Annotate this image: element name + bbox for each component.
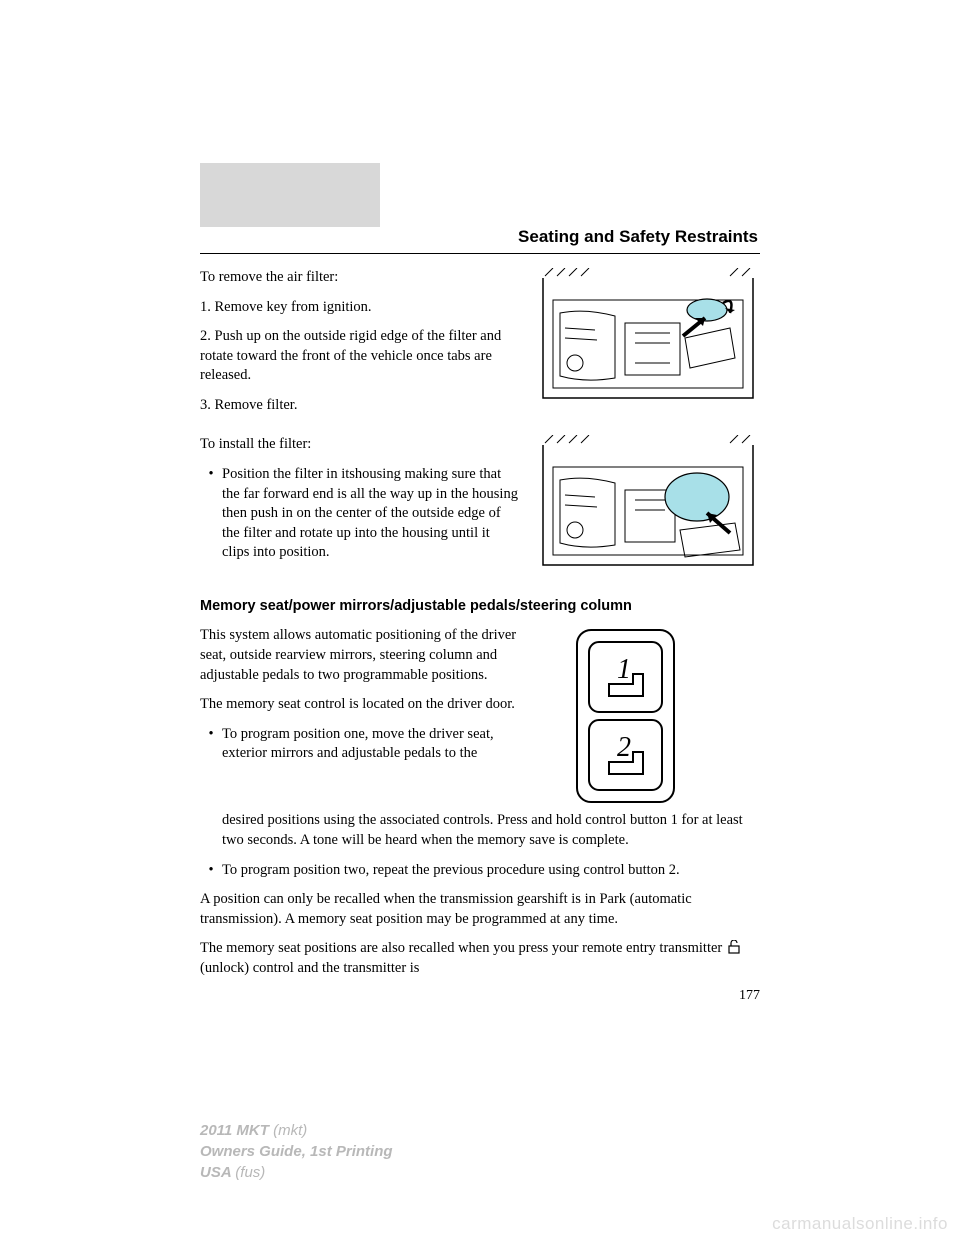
memory-heading: Memory seat/power mirrors/adjustable ped…	[200, 598, 760, 614]
memory-bullet2: • To program position two, repeat the pr…	[200, 861, 760, 881]
airfilter-install-bullet-text: Position the filter in itshousing making…	[222, 465, 519, 563]
memory-p3: A position can only be recalled when the…	[200, 890, 760, 929]
page-number: 177	[200, 988, 760, 1004]
footer-model: 2011 MKT	[200, 1122, 269, 1139]
memory-bullet1-cont: desired positions using the associated c…	[200, 811, 760, 850]
bullet-icon: •	[200, 465, 222, 563]
footer-guide: Owners Guide, 1st Printing	[200, 1141, 393, 1162]
engine-illustration-install	[535, 435, 760, 575]
airfilter-remove-block: To remove the air filter: 1. Remove key …	[200, 268, 760, 425]
footer-model-code: (mkt)	[273, 1122, 307, 1139]
memory-p4b: (unlock) control and the transmitter is	[200, 960, 419, 976]
footer-region-code: (fus)	[235, 1164, 265, 1181]
bullet-icon: •	[200, 861, 222, 881]
memory-button-1-label: 1	[617, 654, 631, 685]
memory-p4a: The memory seat positions are also recal…	[200, 940, 722, 956]
memory-control-illustration: 1 2	[573, 626, 678, 806]
header-rule	[200, 253, 760, 254]
memory-p2: The memory seat control is located on th…	[200, 695, 519, 715]
page-content: Seating and Safety Restraints To remove …	[200, 155, 760, 1004]
unlock-icon	[726, 940, 742, 954]
section-header: Seating and Safety Restraints	[200, 227, 760, 247]
memory-b2-text: To program position two, repeat the prev…	[222, 861, 760, 881]
engine-illustration-remove	[535, 268, 760, 408]
memory-p1: This system allows automatic positioning…	[200, 626, 519, 685]
bullet-icon: •	[200, 725, 222, 764]
airfilter-install-block: To install the filter: • Position the fi…	[200, 435, 760, 580]
memory-b1-start: To program position one, move the driver…	[222, 725, 519, 764]
footer-region: USA	[200, 1164, 231, 1181]
airfilter-step1: 1. Remove key from ignition.	[200, 298, 519, 318]
memory-b1-cont: desired positions using the associated c…	[222, 811, 760, 850]
watermark: carmanualsonline.info	[772, 1214, 948, 1234]
footer: 2011 MKT (mkt) Owners Guide, 1st Printin…	[200, 1120, 393, 1183]
airfilter-step3: 3. Remove filter.	[200, 396, 519, 416]
airfilter-remove-intro: To remove the air filter:	[200, 268, 519, 288]
memory-block: This system allows automatic positioning…	[200, 626, 760, 811]
airfilter-step2: 2. Push up on the outside rigid edge of …	[200, 327, 519, 386]
memory-p4: The memory seat positions are also recal…	[200, 939, 760, 978]
airfilter-install-bullet: • Position the filter in itshousing maki…	[200, 465, 519, 563]
memory-bullet1-partial: • To program position one, move the driv…	[200, 725, 519, 764]
airfilter-install-intro: To install the filter:	[200, 435, 519, 455]
memory-button-2-label: 2	[617, 732, 631, 763]
